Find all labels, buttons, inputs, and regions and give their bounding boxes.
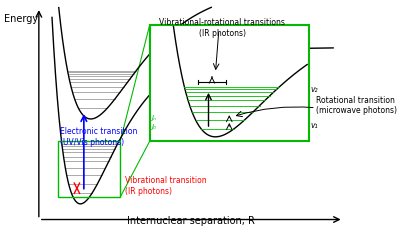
Text: Electronic transition
(UV/Vis photons): Electronic transition (UV/Vis photons) <box>60 127 137 147</box>
Text: v₂: v₂ <box>311 85 318 94</box>
Text: Vibrational transition
(IR photons): Vibrational transition (IR photons) <box>125 176 207 196</box>
Text: Internuclear separation, R: Internuclear separation, R <box>127 216 255 226</box>
Text: Energy: Energy <box>4 14 39 24</box>
Text: v₁: v₁ <box>311 121 318 130</box>
Bar <box>150 25 309 141</box>
Bar <box>58 141 120 197</box>
Text: Jₙ: Jₙ <box>152 115 156 121</box>
Text: Vibrational-rotational transitions
(IR photons): Vibrational-rotational transitions (IR p… <box>160 18 285 38</box>
Text: Rotational transition
(microwave photons): Rotational transition (microwave photons… <box>316 96 397 115</box>
Text: J₀: J₀ <box>152 124 156 130</box>
